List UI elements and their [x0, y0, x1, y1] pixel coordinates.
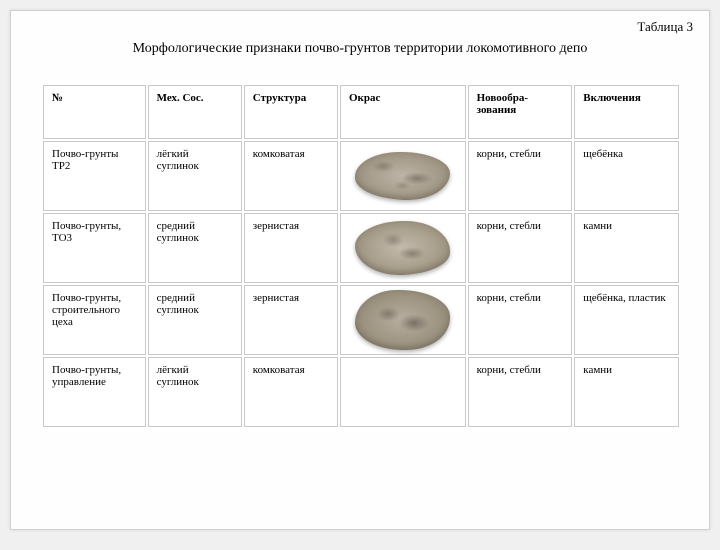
- cell-okras: [340, 357, 466, 427]
- cell-okras: [340, 285, 466, 355]
- soil-sample-image: [355, 152, 450, 200]
- cell-num: Почво-грунты ТР2: [43, 141, 146, 211]
- col-header-num: №: [43, 85, 146, 139]
- col-header-novoobr: Новообра-зования: [468, 85, 573, 139]
- cell-struct: комковатая: [244, 357, 338, 427]
- cell-vkl: щебёнка, пластик: [574, 285, 679, 355]
- cell-vkl: щебёнка: [574, 141, 679, 211]
- cell-struct: зернистая: [244, 285, 338, 355]
- cell-okras: [340, 213, 466, 283]
- cell-num: Почво-грунты, управление: [43, 357, 146, 427]
- cell-vkl: камни: [574, 213, 679, 283]
- table-header-row: № Мех. Сос. Структура Окрас Новообра-зов…: [43, 85, 679, 139]
- cell-nov: корни, стебли: [468, 357, 573, 427]
- table-row: Почво-грунты, управление лёгкий суглинок…: [43, 357, 679, 427]
- cell-vkl: камни: [574, 357, 679, 427]
- cell-nov: корни, стебли: [468, 285, 573, 355]
- col-header-struct: Структура: [244, 85, 338, 139]
- col-header-okras: Окрас: [340, 85, 466, 139]
- cell-struct: комковатая: [244, 141, 338, 211]
- cell-mech: лёгкий суглинок: [148, 357, 242, 427]
- col-header-vkl: Включения: [574, 85, 679, 139]
- cell-num: Почво-грунты, ТО3: [43, 213, 146, 283]
- col-header-mech: Мех. Сос.: [148, 85, 242, 139]
- cell-okras: [340, 141, 466, 211]
- cell-nov: корни, стебли: [468, 141, 573, 211]
- cell-struct: зернистая: [244, 213, 338, 283]
- cell-mech: лёгкий суглинок: [148, 141, 242, 211]
- table-body: Почво-грунты ТР2 лёгкий суглинок комкова…: [43, 141, 679, 427]
- page-title: Морфологические признаки почво-грунтов т…: [11, 41, 709, 57]
- table-row: Почво-грунты, строительного цеха средний…: [43, 285, 679, 355]
- soil-sample-image: [355, 221, 450, 275]
- table-number-label: Таблица 3: [637, 19, 693, 35]
- page: Таблица 3 Морфологические признаки почво…: [10, 10, 710, 530]
- soil-sample-image: [355, 290, 450, 350]
- table-row: Почво-грунты ТР2 лёгкий суглинок комкова…: [43, 141, 679, 211]
- cell-mech: средний суглинок: [148, 213, 242, 283]
- table-row: Почво-грунты, ТО3 средний суглинок зерни…: [43, 213, 679, 283]
- cell-mech: средний суглинок: [148, 285, 242, 355]
- cell-nov: корни, стебли: [468, 213, 573, 283]
- morphology-table: № Мех. Сос. Структура Окрас Новообра-зов…: [41, 83, 681, 429]
- cell-num: Почво-грунты, строительного цеха: [43, 285, 146, 355]
